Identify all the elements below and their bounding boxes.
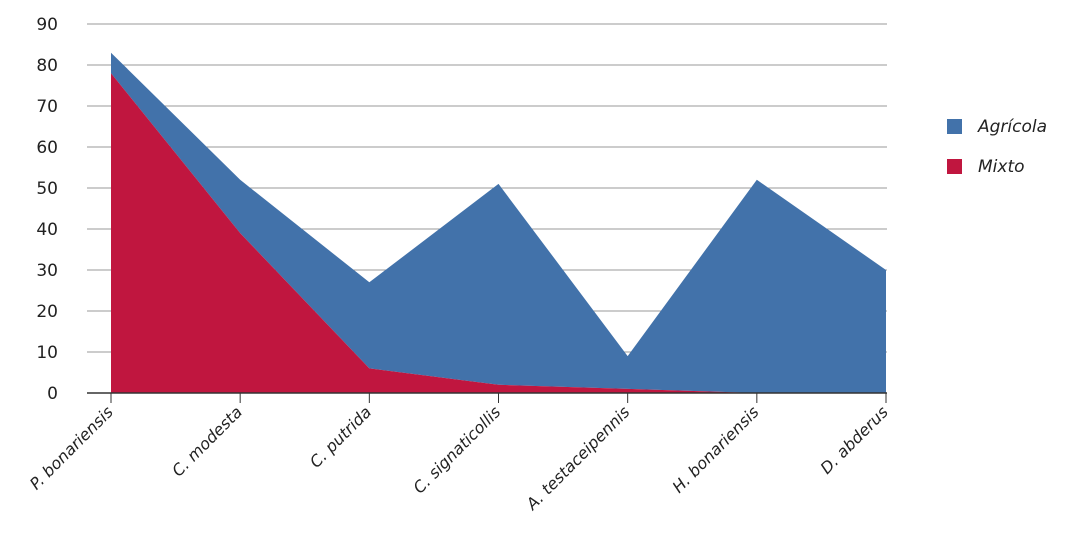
x-tick-label: C. putrida [306,402,375,471]
y-tick-label: 0 [47,384,58,404]
area-mixto [111,73,886,393]
y-tick-label: 60 [36,138,58,158]
x-tick-label: H. bonariensis [668,402,762,496]
y-tick-label: 20 [36,302,58,322]
legend-label-agricola: Agrícola [977,117,1047,137]
x-axis-ticks: P. bonariensis C. modesta C. putrida C. sig… [26,393,892,514]
x-tick-label: A. testaceipennis [522,402,634,514]
legend: Agrícola Mixto [947,117,1047,177]
x-tick-label: C. modesta [168,402,246,480]
area-agricola [111,52,886,393]
y-axis-ticks: 0 10 20 30 40 50 60 70 80 90 [36,15,58,404]
legend-swatch-mixto [947,159,962,174]
y-tick-label: 50 [36,179,58,199]
y-tick-label: 10 [36,343,58,363]
area-series [111,52,886,393]
y-tick-label: 70 [36,97,58,117]
y-tick-label: 40 [36,220,58,240]
x-tick-label: C. signaticollis [409,402,504,497]
y-tick-label: 90 [36,15,58,35]
legend-label-mixto: Mixto [978,157,1025,177]
x-tick-label: P. bonariensis [26,402,117,493]
x-tick-label: D. abderus [817,402,892,477]
legend-swatch-agricola [947,119,962,134]
y-tick-label: 30 [36,261,58,281]
y-tick-label: 80 [36,56,58,76]
